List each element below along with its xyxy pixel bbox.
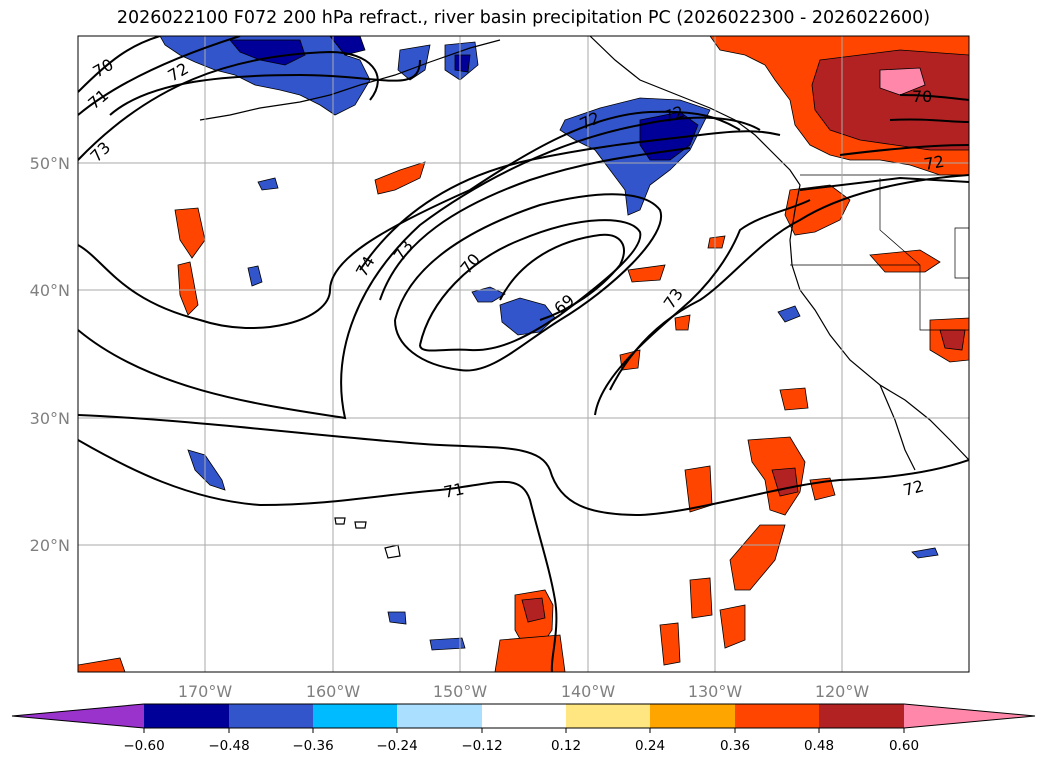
- map-layers: 70 71 72 73 72 74 73 70 69 73 72 71 72 7…: [78, 36, 969, 672]
- colorbar-label: −0.60: [123, 738, 164, 754]
- colorbar-segment-6: [566, 704, 650, 728]
- colorbar-extend-high: [904, 704, 1035, 728]
- refractivity-contours: [78, 36, 969, 672]
- longitude-labels: 170°W 160°W 150°W 140°W 130°W 120°W: [178, 682, 870, 701]
- colorbar-label: 0.36: [720, 738, 750, 754]
- colorbar-label: 0.48: [804, 738, 834, 754]
- colorbar-ticks: [143, 728, 905, 733]
- lon-label-120w: 120°W: [815, 682, 870, 701]
- colorbar-extend-low: [12, 704, 144, 728]
- lon-label-130w: 130°W: [688, 682, 743, 701]
- colorbar-segment-2: [229, 704, 313, 728]
- lon-label-170w: 170°W: [178, 682, 233, 701]
- colorbar-label: −0.48: [208, 738, 249, 754]
- lat-label-50n: 50°N: [30, 154, 70, 173]
- lat-label-40n: 40°N: [30, 281, 70, 300]
- colorbar-segment-9: [819, 704, 904, 728]
- colorbar-label: 0.12: [551, 738, 581, 754]
- colorbar-segment-7: [650, 704, 735, 728]
- coastlines: [199, 36, 969, 559]
- colorbar-label: −0.12: [461, 738, 502, 754]
- latitude-labels: 20°N 30°N 40°N 50°N: [30, 154, 70, 555]
- colorbar-label: −0.24: [376, 738, 417, 754]
- colorbar-label: 0.60: [889, 738, 919, 754]
- lon-label-150w: 150°W: [433, 682, 488, 701]
- colorbar: −0.60 −0.48 −0.36 −0.24 −0.12 0.12 0.24 …: [11, 703, 1036, 754]
- contour-label-70-northeast: 70: [912, 87, 932, 106]
- colorbar-segment-4: [397, 704, 482, 728]
- colorbar-segment-1: [144, 704, 229, 728]
- precip-positive-areas: [78, 36, 969, 672]
- lon-label-140w: 140°W: [561, 682, 616, 701]
- lon-label-160w: 160°W: [306, 682, 361, 701]
- contour-label-72-east: 72: [922, 152, 945, 174]
- contour-label-71-south: 71: [442, 479, 466, 502]
- contour-label-72-south: 72: [901, 476, 926, 500]
- colorbar-labels: −0.60 −0.48 −0.36 −0.24 −0.12 0.12 0.24 …: [123, 738, 919, 754]
- colorbar-segment-5: [482, 704, 566, 728]
- colorbar-segment-8: [735, 704, 819, 728]
- map-title: 2026022100 F072 200 hPa refract., river …: [116, 8, 931, 28]
- lat-label-20n: 20°N: [30, 536, 70, 555]
- political-borders: [790, 174, 969, 331]
- colorbar-label: 0.24: [635, 738, 665, 754]
- colorbar-label: −0.36: [292, 738, 333, 754]
- lat-label-30n: 30°N: [30, 409, 70, 428]
- map-frame: [77, 35, 970, 673]
- colorbar-segment-3: [313, 704, 397, 728]
